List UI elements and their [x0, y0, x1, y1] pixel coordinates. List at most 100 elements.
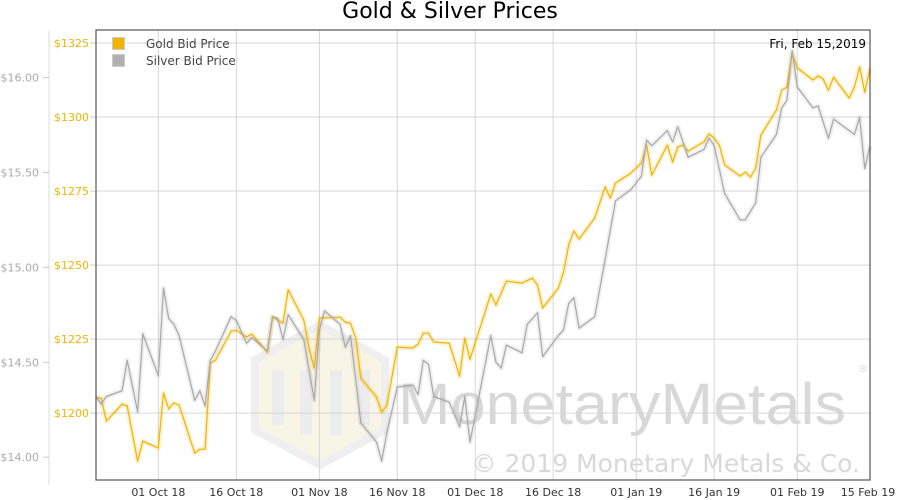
silver-data-point [542, 355, 544, 358]
gold-data-point [775, 109, 778, 111]
silver-data-point [157, 374, 159, 377]
gold-data-point [723, 164, 726, 166]
x-tick-label: 15 Feb 19 [841, 486, 895, 499]
gold-data-point [718, 144, 720, 146]
silver-data-point [646, 139, 648, 141]
axes: 01 Oct 18 16 Oct 18 01 Nov 18 16 Nov 18 01 D… [1, 30, 895, 499]
gold-data-point [677, 146, 679, 148]
silver-data-point [630, 188, 632, 191]
gold-data-point [812, 79, 814, 81]
gold-data-point [781, 89, 783, 91]
silver-data-point [796, 86, 798, 88]
x-tick-label: 16 Oct 18 [209, 486, 263, 499]
silver-data-point [490, 335, 492, 337]
silver-data-point [246, 342, 248, 344]
silver-data-point [703, 149, 705, 151]
gold-data-point [386, 404, 388, 406]
gold-price-line [96, 52, 871, 462]
silver-data-point [412, 384, 414, 386]
silver-data-point [578, 327, 580, 329]
gold-data-point [375, 396, 378, 398]
gold-data-point [464, 337, 466, 339]
gold-data-point [448, 342, 450, 344]
gold-data-point [313, 367, 315, 369]
silver-data-point [235, 319, 237, 322]
silver-data-point [713, 145, 715, 147]
legend-label-silver: Silver Bid Price [146, 54, 236, 68]
gold-data-point [339, 316, 341, 318]
gold-data-point [162, 392, 165, 394]
silver-data-point [464, 395, 466, 398]
gold-data-point [235, 329, 237, 331]
grid [96, 30, 870, 480]
gold-data-point [630, 172, 632, 174]
silver-data-point [500, 367, 502, 369]
gold-data-point [848, 97, 850, 99]
gold-data-point [682, 144, 684, 146]
gold-data-point [651, 174, 653, 176]
silver-data-point [209, 359, 211, 361]
legend-item-silver[interactable]: Silver Bid Price [112, 54, 236, 68]
gold-data-point [557, 287, 559, 289]
silver-data-point [427, 363, 430, 365]
gold-data-point [542, 307, 544, 309]
silver-data-point [760, 156, 762, 158]
silver-tick-label: $16.00 [1, 71, 40, 84]
gold-tick-label: $1200 [54, 407, 89, 420]
x-tick-label: 01 Nov 18 [291, 486, 347, 499]
legend: Gold Bid Price Silver Bid Price [112, 37, 236, 68]
gold-data-point [126, 405, 128, 407]
silver-data-point [604, 259, 606, 261]
silver-data-point [381, 460, 383, 462]
silver-data-point [817, 105, 819, 107]
silver-data-point [162, 287, 165, 289]
gold-data-point [609, 197, 611, 199]
silver-data-point [303, 338, 305, 341]
gold-data-point [360, 377, 362, 379]
gold-tick-label: $1275 [54, 185, 89, 198]
gold-data-point [204, 448, 206, 450]
legend-item-gold[interactable]: Gold Bid Price [112, 37, 230, 51]
silver-data-point [791, 50, 793, 52]
gold-data-point [713, 137, 715, 139]
gold-data-point [614, 182, 617, 184]
watermark-copyright: © 2019 Monetary Metals & Co. [472, 449, 860, 478]
gold-data-point [536, 284, 539, 286]
gold-data-point [833, 76, 835, 78]
silver-data-point [459, 426, 461, 428]
silver-data-point [313, 399, 315, 401]
silver-data-point [266, 350, 269, 352]
gold-data-point [739, 175, 741, 177]
gold-data-point [666, 144, 669, 146]
silver-data-point [417, 393, 419, 396]
silver-data-point [287, 314, 289, 316]
silver-tick-label: $14.50 [1, 356, 40, 369]
gold-data-point [786, 86, 788, 88]
silver-data-point [640, 175, 643, 177]
gold-data-point [251, 333, 253, 335]
silver-data-point [230, 316, 232, 318]
gold-data-point [121, 403, 123, 405]
silver-data-point [859, 116, 861, 118]
legend-label-gold: Gold Bid Price [146, 37, 230, 51]
silver-tick-label: $14.00 [1, 451, 40, 464]
gold-data-point [412, 347, 414, 349]
silver-data-point [505, 344, 507, 346]
gold-data-point [230, 330, 232, 332]
silver-data-point [666, 130, 669, 132]
silver-data-point [318, 329, 320, 331]
silver-data-point [677, 126, 679, 128]
gold-data-point [100, 397, 102, 399]
silver-tick-label: $15.50 [1, 166, 40, 179]
silver-data-point [526, 323, 528, 325]
x-tick-label: 16 Dec 18 [525, 486, 581, 499]
silver-data-point [277, 318, 279, 320]
silver-data-point [786, 99, 788, 101]
gold-data-point [417, 343, 419, 345]
silver-data-point [178, 335, 180, 337]
silver-data-point [687, 156, 689, 158]
gold-data-point [214, 359, 217, 361]
silver-data-point [100, 403, 102, 405]
silver-data-point [173, 323, 175, 325]
silver-data-point [214, 350, 217, 352]
